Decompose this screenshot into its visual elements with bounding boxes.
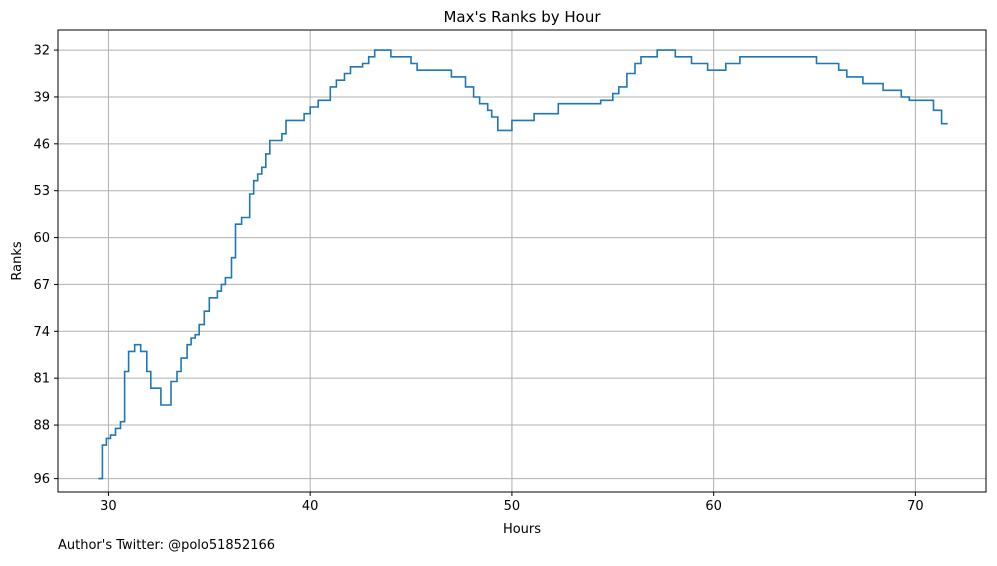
y-tick-label: 88 [33,419,50,434]
y-tick-label: 81 [33,372,50,387]
y-tick-label: 96 [33,472,50,487]
y-tick-label: 39 [33,90,50,105]
y-tick-label: 32 [33,44,50,59]
x-tick-label: 70 [907,499,924,514]
grid [58,30,986,492]
x-tick-label: 50 [504,499,521,514]
chart-title: Max's Ranks by Hour [443,8,601,26]
author-credit: Author's Twitter: @polo51852166 [58,538,276,553]
x-tick-label: 40 [302,499,319,514]
x-axis-label: Hours [503,522,541,537]
y-axis: 32 39 46 53 60 67 74 81 88 96 [33,44,58,487]
plot-frame [57,29,987,493]
y-axis-label: Ranks [10,241,25,280]
rank-step-line [98,49,948,480]
x-tick-label: 30 [100,499,117,514]
y-tick-label: 60 [33,231,50,246]
y-tick-label: 74 [33,325,50,340]
x-tick-label: 60 [705,499,722,514]
y-tick-label: 46 [33,137,50,152]
x-axis: 30 40 50 60 70 [100,492,924,514]
y-tick-label: 67 [33,278,50,293]
y-tick-label: 53 [33,184,50,199]
series-layer [98,49,948,480]
